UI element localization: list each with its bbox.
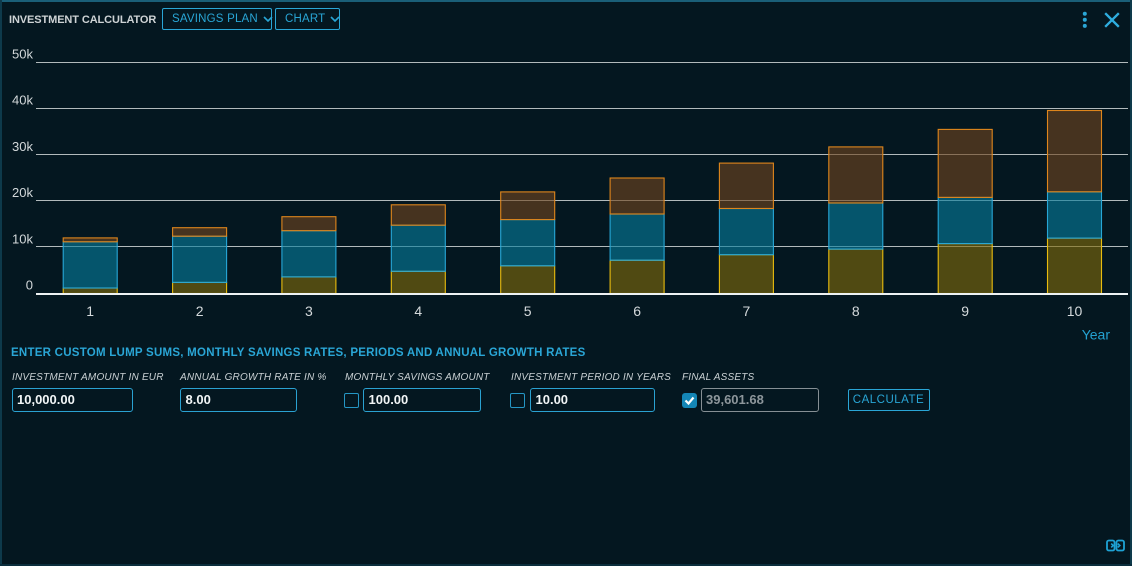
svg-text:30k: 30k (12, 139, 33, 154)
svg-text:4: 4 (414, 303, 422, 319)
svg-text:50k: 50k (12, 47, 33, 62)
svg-text:6: 6 (633, 303, 641, 319)
svg-text:3: 3 (305, 303, 313, 319)
svg-text:9: 9 (961, 303, 969, 319)
svg-text:1: 1 (86, 303, 94, 319)
svg-text:2: 2 (196, 303, 204, 319)
svg-text:5: 5 (524, 303, 532, 319)
svg-text:7: 7 (743, 303, 751, 319)
svg-text:40k: 40k (12, 93, 33, 108)
svg-text:Year: Year (1082, 327, 1111, 343)
svg-text:20k: 20k (12, 185, 33, 200)
svg-text:0: 0 (26, 278, 33, 293)
svg-text:8: 8 (852, 303, 860, 319)
svg-text:10k: 10k (12, 231, 33, 246)
svg-text:10: 10 (1067, 303, 1083, 319)
